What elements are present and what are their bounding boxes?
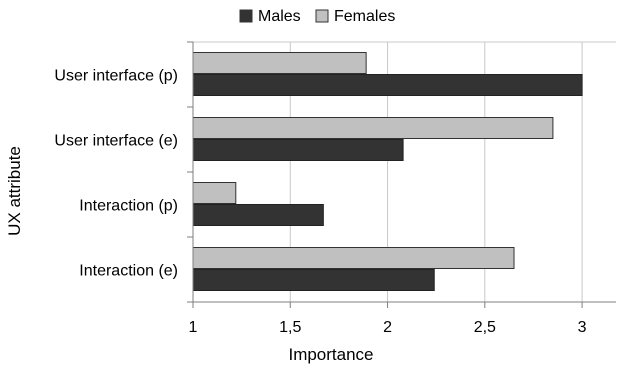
bar-females: [192, 52, 367, 74]
bar-females: [192, 247, 515, 269]
x-axis-label: Importance: [288, 345, 373, 364]
category-label: Interaction (p): [79, 198, 178, 215]
x-tick-label: 2,5: [474, 319, 496, 336]
legend-label: Males: [258, 8, 301, 25]
tick-labels: 1 1,5 2 2,5 3: [189, 319, 587, 336]
bar-males: [192, 139, 404, 161]
bar-males: [192, 204, 324, 226]
bar-females: [192, 117, 554, 139]
bar-males: [192, 269, 435, 291]
category-label: User interface (p): [54, 68, 178, 85]
bars: [192, 52, 583, 291]
axes: [187, 41, 616, 308]
legend-swatch: [239, 9, 253, 23]
category-labels: User interface (p) User interface (e) Inte…: [54, 68, 178, 280]
x-tick-label: 3: [578, 319, 587, 336]
x-tick-label: 1,5: [279, 319, 301, 336]
category-label: Interaction (e): [79, 263, 178, 280]
x-tick-label: 1: [189, 319, 198, 336]
legend-swatch: [315, 9, 329, 23]
bar-females: [192, 182, 237, 204]
bar-males: [192, 74, 583, 96]
legend: Males Females: [239, 8, 395, 25]
y-axis-label: UX attribute: [5, 146, 24, 236]
x-tick-label: 2: [383, 319, 392, 336]
legend-label: Females: [334, 8, 395, 25]
category-label: User interface (e): [54, 133, 178, 150]
